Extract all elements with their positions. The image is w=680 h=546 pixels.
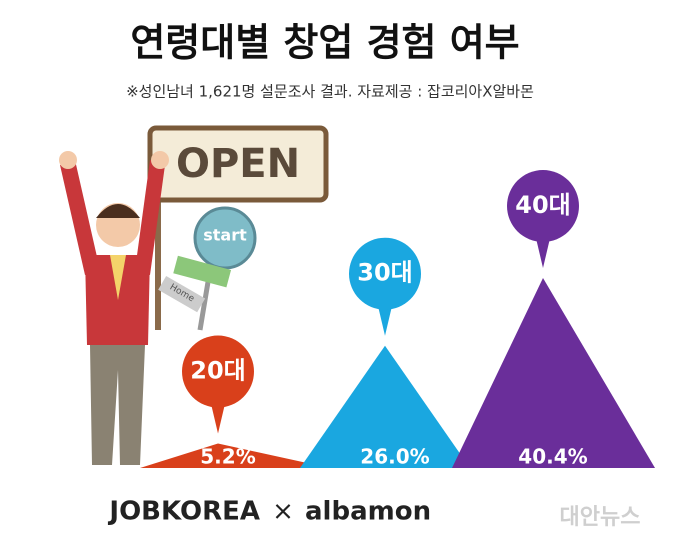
chart-subtitle: ※성인남녀 1,621명 설문조사 결과. 자료제공 : 잡코리아X알바몬 [126, 83, 534, 101]
callout [349, 237, 421, 310]
triangle [300, 345, 470, 468]
footer-logo: JOBKOREA [107, 497, 260, 527]
callout [210, 399, 226, 434]
triangle [452, 278, 655, 468]
category-label: 30대 [357, 259, 412, 287]
illustration: OPEN start Home [59, 125, 329, 465]
value-label: 40.4% [518, 445, 587, 469]
value-label: 26.0% [360, 445, 429, 469]
footer-logo: albamon [305, 497, 431, 527]
value-label: 5.2% [200, 445, 255, 469]
callout [377, 301, 393, 336]
callout [182, 335, 254, 408]
sign-text: start [203, 226, 247, 245]
callout [507, 170, 579, 242]
callout [535, 234, 551, 268]
triangle [140, 443, 330, 468]
watermark: 대안뉴스 [560, 505, 641, 530]
footer-sep: × [272, 497, 294, 527]
chart-title: 연령대별 창업 경험 여부 [130, 21, 519, 65]
sign-text: OPEN [176, 141, 300, 187]
category-label: 40대 [515, 191, 570, 219]
category-label: 20대 [190, 357, 245, 385]
